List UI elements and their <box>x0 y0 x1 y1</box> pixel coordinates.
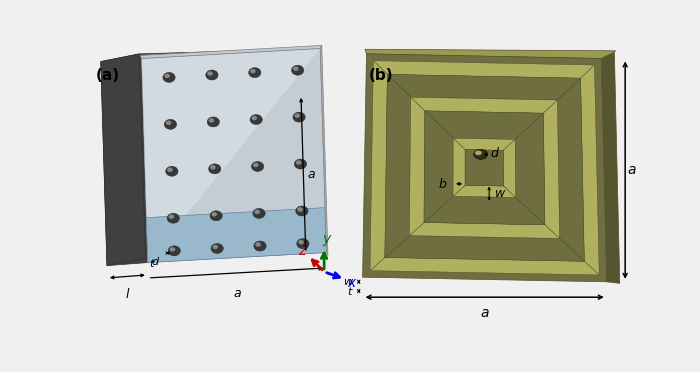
Ellipse shape <box>251 116 257 120</box>
Ellipse shape <box>210 165 216 170</box>
Text: $a$: $a$ <box>307 168 316 181</box>
Polygon shape <box>101 48 321 62</box>
Polygon shape <box>424 196 545 225</box>
Ellipse shape <box>168 246 181 256</box>
Ellipse shape <box>210 211 223 221</box>
Ellipse shape <box>211 212 217 217</box>
Ellipse shape <box>253 208 265 218</box>
Ellipse shape <box>298 240 304 244</box>
Polygon shape <box>410 222 559 238</box>
Text: $w$: $w$ <box>494 187 506 200</box>
Text: $y$: $y$ <box>322 234 332 248</box>
Text: $b$: $b$ <box>438 177 447 191</box>
Ellipse shape <box>250 115 262 125</box>
Polygon shape <box>141 48 321 263</box>
Polygon shape <box>370 61 387 270</box>
Polygon shape <box>580 65 599 275</box>
Ellipse shape <box>293 112 305 122</box>
Ellipse shape <box>293 67 299 71</box>
Polygon shape <box>140 45 322 58</box>
Ellipse shape <box>254 241 266 251</box>
Polygon shape <box>515 113 545 225</box>
Ellipse shape <box>164 74 170 78</box>
Polygon shape <box>453 138 515 150</box>
Text: $x$: $x$ <box>347 276 358 290</box>
Ellipse shape <box>169 214 174 219</box>
Text: (b): (b) <box>369 68 393 83</box>
Polygon shape <box>503 140 516 198</box>
Polygon shape <box>453 185 516 198</box>
Polygon shape <box>363 54 607 282</box>
Polygon shape <box>365 49 616 58</box>
Text: $a$: $a$ <box>232 287 241 300</box>
Ellipse shape <box>475 151 482 155</box>
Polygon shape <box>424 111 453 222</box>
Ellipse shape <box>474 150 488 159</box>
Ellipse shape <box>295 113 300 118</box>
Ellipse shape <box>296 160 302 165</box>
Polygon shape <box>373 61 594 78</box>
Polygon shape <box>543 100 559 238</box>
Text: $w$: $w$ <box>343 277 354 287</box>
Ellipse shape <box>297 238 309 248</box>
Polygon shape <box>146 208 326 263</box>
Ellipse shape <box>248 68 261 78</box>
Ellipse shape <box>207 71 213 76</box>
Text: $l$: $l$ <box>125 287 130 301</box>
Ellipse shape <box>250 69 255 73</box>
Text: $d$: $d$ <box>490 146 500 160</box>
Text: (a): (a) <box>95 68 120 83</box>
Polygon shape <box>101 54 146 266</box>
Polygon shape <box>425 111 543 140</box>
Ellipse shape <box>167 167 173 172</box>
Ellipse shape <box>256 242 261 247</box>
Ellipse shape <box>294 159 307 169</box>
Ellipse shape <box>211 243 223 253</box>
Text: $d$: $d$ <box>151 254 160 267</box>
Ellipse shape <box>254 210 260 214</box>
Polygon shape <box>465 150 503 186</box>
Ellipse shape <box>163 73 175 83</box>
Ellipse shape <box>209 118 214 123</box>
Ellipse shape <box>291 65 304 75</box>
Polygon shape <box>601 52 620 283</box>
Text: $a$: $a$ <box>480 307 489 320</box>
Ellipse shape <box>166 166 178 176</box>
Ellipse shape <box>164 119 176 129</box>
Polygon shape <box>410 97 425 235</box>
Text: $t$: $t$ <box>347 285 354 297</box>
Polygon shape <box>370 257 599 275</box>
Ellipse shape <box>207 117 220 127</box>
Polygon shape <box>453 138 465 196</box>
Ellipse shape <box>251 161 264 171</box>
Ellipse shape <box>298 207 303 212</box>
Text: $a$: $a$ <box>627 163 637 177</box>
Text: $t$: $t$ <box>149 257 156 269</box>
Polygon shape <box>411 97 557 113</box>
Ellipse shape <box>169 247 175 251</box>
Polygon shape <box>321 45 328 256</box>
Polygon shape <box>557 78 584 261</box>
Text: $z$: $z$ <box>298 244 308 258</box>
Ellipse shape <box>206 70 218 80</box>
Ellipse shape <box>213 245 218 249</box>
Ellipse shape <box>253 163 258 167</box>
Ellipse shape <box>167 213 179 223</box>
Polygon shape <box>385 74 411 257</box>
Polygon shape <box>387 74 580 100</box>
Polygon shape <box>141 48 326 263</box>
Polygon shape <box>101 58 148 266</box>
Ellipse shape <box>295 206 308 216</box>
Polygon shape <box>385 235 584 261</box>
Ellipse shape <box>166 121 172 125</box>
Ellipse shape <box>209 164 221 174</box>
